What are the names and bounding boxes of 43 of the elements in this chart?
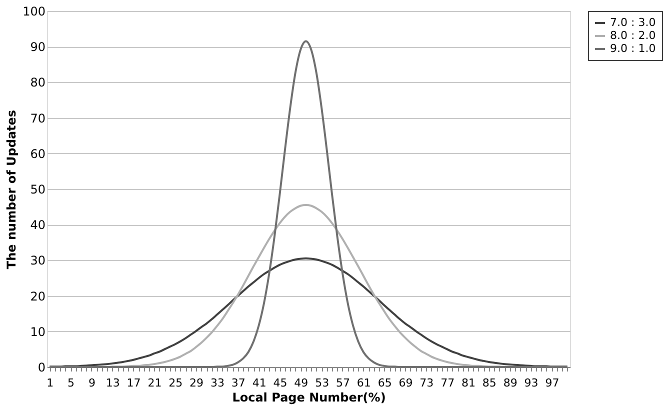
x-tick-label: 53 [315, 376, 330, 390]
line-series [48, 257, 568, 368]
x-tick-label: 93 [524, 376, 538, 390]
y-axis-title: The number of Updates [4, 110, 19, 270]
x-tick-label: 65 [378, 376, 392, 390]
legend-label: 7.0 : 3.0 [610, 16, 656, 29]
x-tick-label: 37 [231, 376, 246, 390]
x-tick-label: 73 [420, 376, 434, 390]
x-tick-label: 61 [356, 376, 371, 390]
x-tick-label: 57 [336, 376, 350, 390]
x-tick-label: 21 [148, 376, 162, 390]
y-tick-label: 30 [30, 254, 46, 268]
y-tick-label: 90 [30, 40, 46, 54]
x-tick-label: 85 [482, 376, 496, 390]
x-tick-label: 1 [46, 376, 54, 390]
y-tick-label: 80 [30, 76, 46, 90]
x-tick-label: 33 [210, 376, 224, 390]
x-tick-label: 49 [294, 376, 308, 390]
x-tick-label: 41 [252, 376, 266, 390]
x-tick-label: 25 [168, 376, 183, 390]
x-tick-label: 69 [398, 376, 413, 390]
y-tick-label: 10 [30, 324, 46, 339]
x-tick-label: 45 [273, 376, 288, 390]
legend-label: 9.0 : 1.0 [610, 42, 656, 55]
x-tick-label: 29 [190, 376, 204, 390]
x-axis-title: Local Page Number(%) [232, 390, 386, 404]
legend-label: 8.0 : 2.0 [610, 29, 656, 42]
x-tick-label: 13 [106, 376, 120, 390]
x-tick-label: 5 [68, 376, 75, 390]
y-tick-label: 40 [30, 218, 46, 232]
x-tick-label: 17 [126, 376, 141, 390]
x-tick-label: 9 [88, 376, 96, 390]
x-tick-label: 97 [545, 376, 560, 390]
line-series [48, 40, 568, 368]
y-tick-label: 100 [22, 4, 46, 18]
y-tick-label: 50 [30, 182, 46, 196]
x-tick-label: 77 [440, 376, 455, 390]
x-tick-label: 81 [462, 376, 476, 390]
x-tick-label: 89 [503, 376, 518, 390]
y-tick-label: 60 [30, 146, 46, 161]
y-tick-label: 70 [30, 111, 46, 126]
y-tick-label: 20 [30, 289, 46, 304]
y-tick-label: 0 [38, 360, 46, 374]
